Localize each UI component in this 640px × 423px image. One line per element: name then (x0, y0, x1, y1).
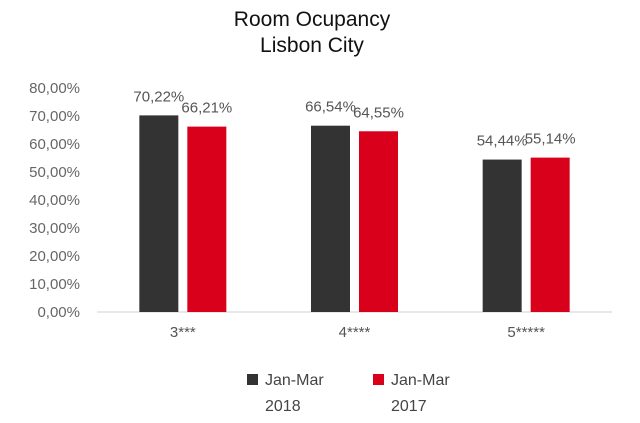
y-tick-label: 60,00% (29, 136, 80, 153)
bar-2017 (187, 126, 227, 312)
y-tick-label: 30,00% (29, 220, 80, 237)
bar-2017 (530, 157, 570, 312)
legend-swatch (373, 374, 384, 385)
y-tick-label: 0,00% (37, 304, 80, 321)
legend-swatch (247, 374, 258, 385)
data-label: 70,22% (133, 88, 184, 105)
y-tick-label: 80,00% (29, 80, 80, 97)
data-label: 66,21% (181, 100, 232, 117)
bar-2018 (311, 125, 350, 312)
bar-2017 (359, 131, 398, 312)
bar-2018 (139, 115, 179, 312)
data-label: 64,55% (353, 104, 404, 121)
data-label: 66,54% (305, 99, 356, 116)
data-label: 54,44% (477, 133, 528, 150)
legend-label-line1: Jan-Mar (265, 372, 324, 389)
y-tick-label: 70,00% (29, 108, 80, 125)
y-tick-label: 20,00% (29, 248, 80, 265)
y-tick-label: 10,00% (29, 276, 80, 293)
legend-label-line2: 2018 (265, 398, 301, 415)
data-label: 55,14% (525, 131, 576, 148)
x-category-label: 3*** (170, 324, 196, 341)
legend: Jan-Mar 2018 Jan-Mar 2017 (247, 372, 450, 415)
x-category-label: 5***** (507, 324, 545, 341)
y-tick-label: 50,00% (29, 164, 80, 181)
chart-title: Room Ocupancy (234, 8, 391, 31)
plot-area: 0,00% 10,00% 20,00% 30,00% 40,00% 50,00% 60,00… (29, 80, 612, 341)
legend-label-line1: Jan-Mar (391, 372, 450, 389)
x-category-label: 4**** (339, 324, 371, 341)
chart-subtitle: Lisbon City (260, 34, 364, 57)
legend-label-line2: 2017 (391, 398, 427, 415)
bar-2018 (482, 159, 522, 312)
y-tick-label: 40,00% (29, 192, 80, 209)
